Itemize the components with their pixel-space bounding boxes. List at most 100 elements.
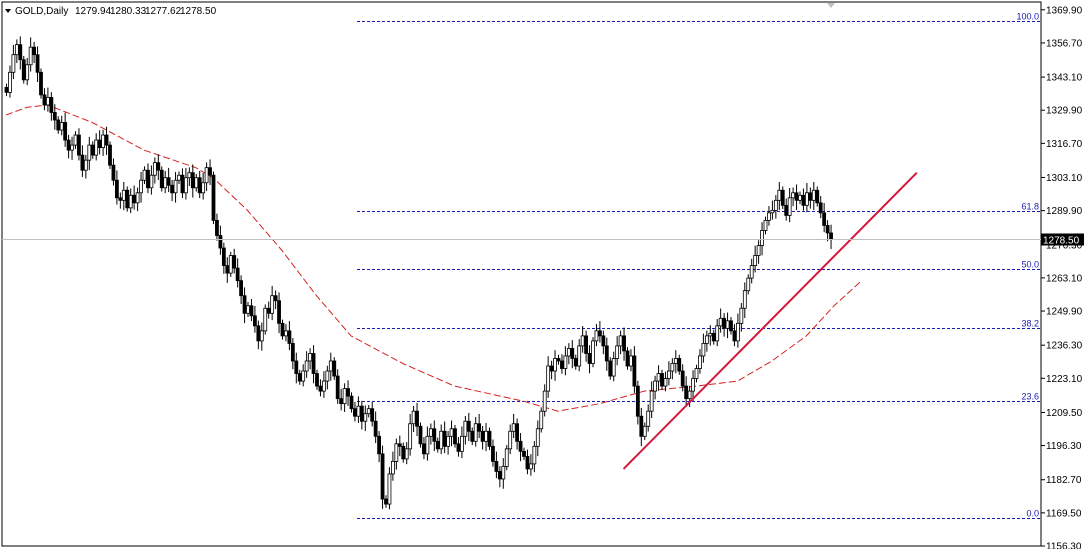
candle	[170, 179, 175, 202]
candle	[642, 422, 647, 441]
candle	[598, 321, 602, 343]
candle	[297, 369, 302, 385]
candle	[677, 354, 682, 375]
candle	[194, 173, 199, 192]
candle	[449, 420, 454, 447]
candle	[239, 275, 244, 304]
candle	[525, 449, 530, 475]
candle	[211, 171, 216, 225]
candle	[618, 330, 623, 355]
price-tick-label: 1316.70	[1046, 139, 1083, 150]
candle	[780, 186, 785, 210]
candle	[325, 365, 330, 390]
bull-candle-body	[611, 358, 616, 377]
candle	[497, 466, 502, 488]
bull-candle-body	[667, 370, 671, 379]
fib-level-label: 23.6	[1021, 392, 1039, 402]
candle	[577, 339, 582, 372]
bear-candle-body	[221, 247, 226, 266]
candle	[215, 213, 219, 241]
candle	[515, 418, 519, 450]
bull-candle-body	[760, 230, 764, 246]
candle	[815, 186, 820, 207]
bull-candle-body	[542, 390, 547, 412]
dropdown-triangle-icon[interactable]	[5, 9, 11, 13]
bear-candle-body	[456, 443, 461, 452]
fibonacci-retracement[interactable]: 100.0 61.8 50.0 38.2 23.6 0.0	[357, 12, 1040, 519]
candle	[463, 415, 468, 445]
candle	[8, 65, 12, 98]
candle	[166, 167, 171, 193]
candle	[601, 330, 606, 355]
candle	[25, 57, 30, 86]
chart-header: GOLD,Daily 1279.94 1280.33 1277.62 1278.…	[5, 6, 217, 17]
bull-candle-body	[763, 220, 768, 231]
candle	[235, 258, 240, 288]
bear-candle-body	[570, 348, 575, 359]
bull-candle-body	[753, 255, 758, 266]
bull-candle-body	[704, 335, 709, 344]
candle	[14, 39, 19, 64]
bear-candle-body	[373, 420, 378, 437]
candle	[784, 198, 789, 221]
bull-candle-body	[756, 245, 761, 256]
candle	[339, 388, 344, 411]
candle	[649, 381, 654, 418]
bear-candle-body	[587, 353, 592, 364]
bear-candle-body	[556, 358, 561, 362]
trendline-segment[interactable]	[622, 172, 918, 470]
shift-marker-icon[interactable]	[827, 3, 835, 8]
price-tick-label: 1182.70	[1046, 475, 1082, 486]
bear-candle-body	[470, 430, 475, 442]
candle	[294, 352, 299, 384]
bear-candle-body	[794, 192, 799, 201]
bear-candle-body	[829, 232, 833, 240]
bull-candle-body	[439, 430, 444, 450]
candle	[584, 330, 588, 362]
candle	[608, 357, 613, 380]
candle	[390, 451, 395, 481]
bear-candle-body	[625, 350, 630, 367]
candle	[280, 319, 285, 340]
bear-candle-body	[801, 194, 806, 206]
candle	[484, 422, 488, 452]
candle	[587, 345, 592, 374]
candle	[377, 431, 382, 463]
bear-candle-body	[104, 134, 109, 146]
bull-candle-body	[646, 410, 651, 427]
bull-candle-body	[798, 194, 802, 201]
bull-candle-body	[739, 307, 744, 324]
bear-candle-body	[132, 194, 137, 204]
bull-candle-body	[87, 144, 92, 161]
bull-candle-body	[228, 255, 233, 274]
candle	[456, 437, 461, 457]
bear-candle-body	[318, 385, 323, 392]
candle	[635, 380, 640, 425]
price-tick-label: 1236.30	[1046, 341, 1083, 352]
bull-candle-body	[746, 277, 751, 292]
trendline[interactable]	[622, 172, 918, 470]
bear-candle-body	[808, 192, 813, 201]
candle	[711, 329, 716, 345]
bear-candle-body	[180, 174, 185, 194]
bull-candle-body	[152, 162, 157, 176]
candle	[397, 435, 402, 457]
bull-candle-body	[725, 320, 730, 329]
candle	[553, 350, 557, 381]
bear-candle-body	[277, 300, 281, 324]
candle	[580, 326, 585, 353]
bear-candle-body	[598, 330, 602, 337]
bear-candle-body	[680, 370, 685, 387]
candle	[680, 364, 685, 392]
bull-candle-body	[591, 340, 595, 364]
bull-candle-body	[201, 182, 206, 194]
bull-candle-body	[270, 295, 275, 314]
candle	[425, 426, 430, 461]
bear-candle-body	[346, 388, 350, 397]
bear-candle-body	[401, 445, 406, 460]
candle	[284, 324, 288, 342]
candle	[494, 451, 499, 479]
candle	[808, 187, 813, 209]
candle	[822, 203, 827, 233]
